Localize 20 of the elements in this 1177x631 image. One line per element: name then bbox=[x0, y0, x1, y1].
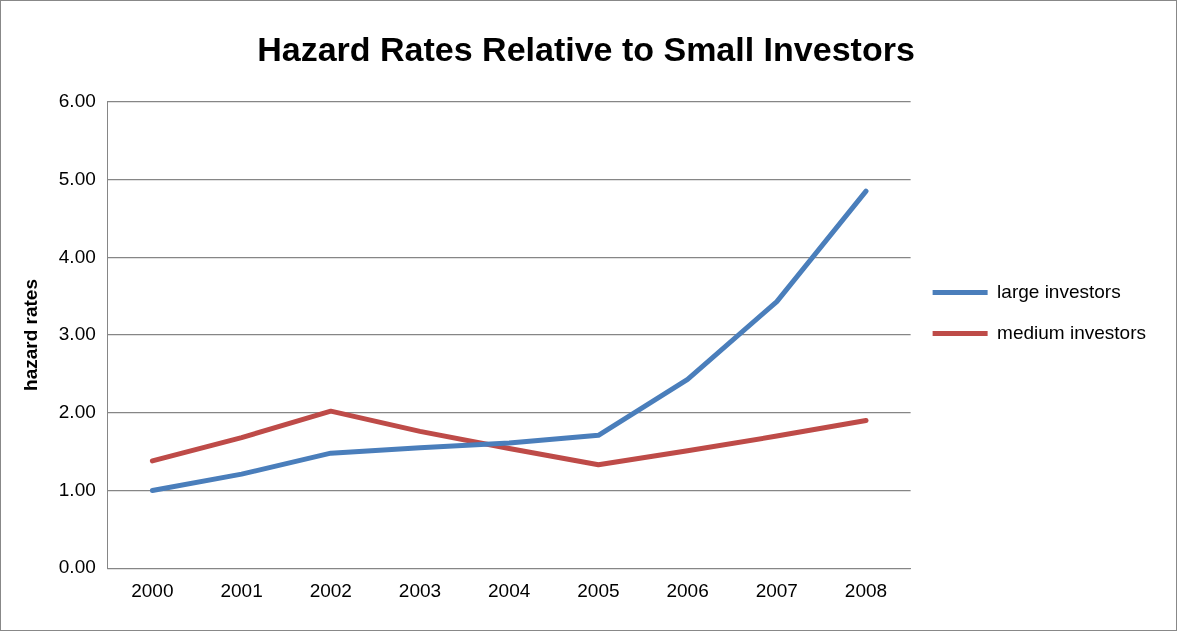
legend-label: large investors bbox=[997, 280, 1121, 302]
y-tick-label: 4.00 bbox=[58, 245, 96, 267]
x-tick-label: 2004 bbox=[488, 579, 531, 601]
chart-title: Hazard Rates Relative to Small Investors bbox=[257, 29, 915, 68]
y-tick-label: 3.00 bbox=[58, 323, 96, 345]
y-tick-label: 5.00 bbox=[58, 167, 96, 189]
y-tick-label: 6.00 bbox=[58, 90, 96, 112]
x-tick-label: 2007 bbox=[755, 579, 798, 601]
x-tick-label: 2001 bbox=[220, 579, 263, 601]
x-tick-label: 2002 bbox=[309, 579, 352, 601]
x-tick-label: 2000 bbox=[131, 579, 174, 601]
x-tick-label: 2006 bbox=[666, 579, 709, 601]
y-axis-title: hazard rates bbox=[19, 279, 41, 391]
y-tick-label: 2.00 bbox=[58, 400, 96, 422]
x-tick-label: 2003 bbox=[398, 579, 442, 601]
x-tick-label: 2008 bbox=[844, 579, 888, 601]
legend-label: medium investors bbox=[997, 321, 1147, 343]
y-tick-label: 1.00 bbox=[58, 478, 96, 500]
x-tick-label: 2005 bbox=[577, 579, 620, 601]
y-tick-label: 0.00 bbox=[58, 556, 96, 578]
